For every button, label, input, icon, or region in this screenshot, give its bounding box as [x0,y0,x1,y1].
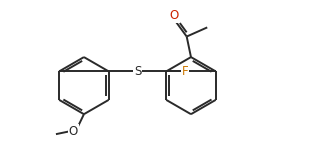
Text: S: S [134,65,141,78]
Text: F: F [182,65,188,78]
Text: O: O [69,125,78,138]
Text: O: O [170,9,179,22]
